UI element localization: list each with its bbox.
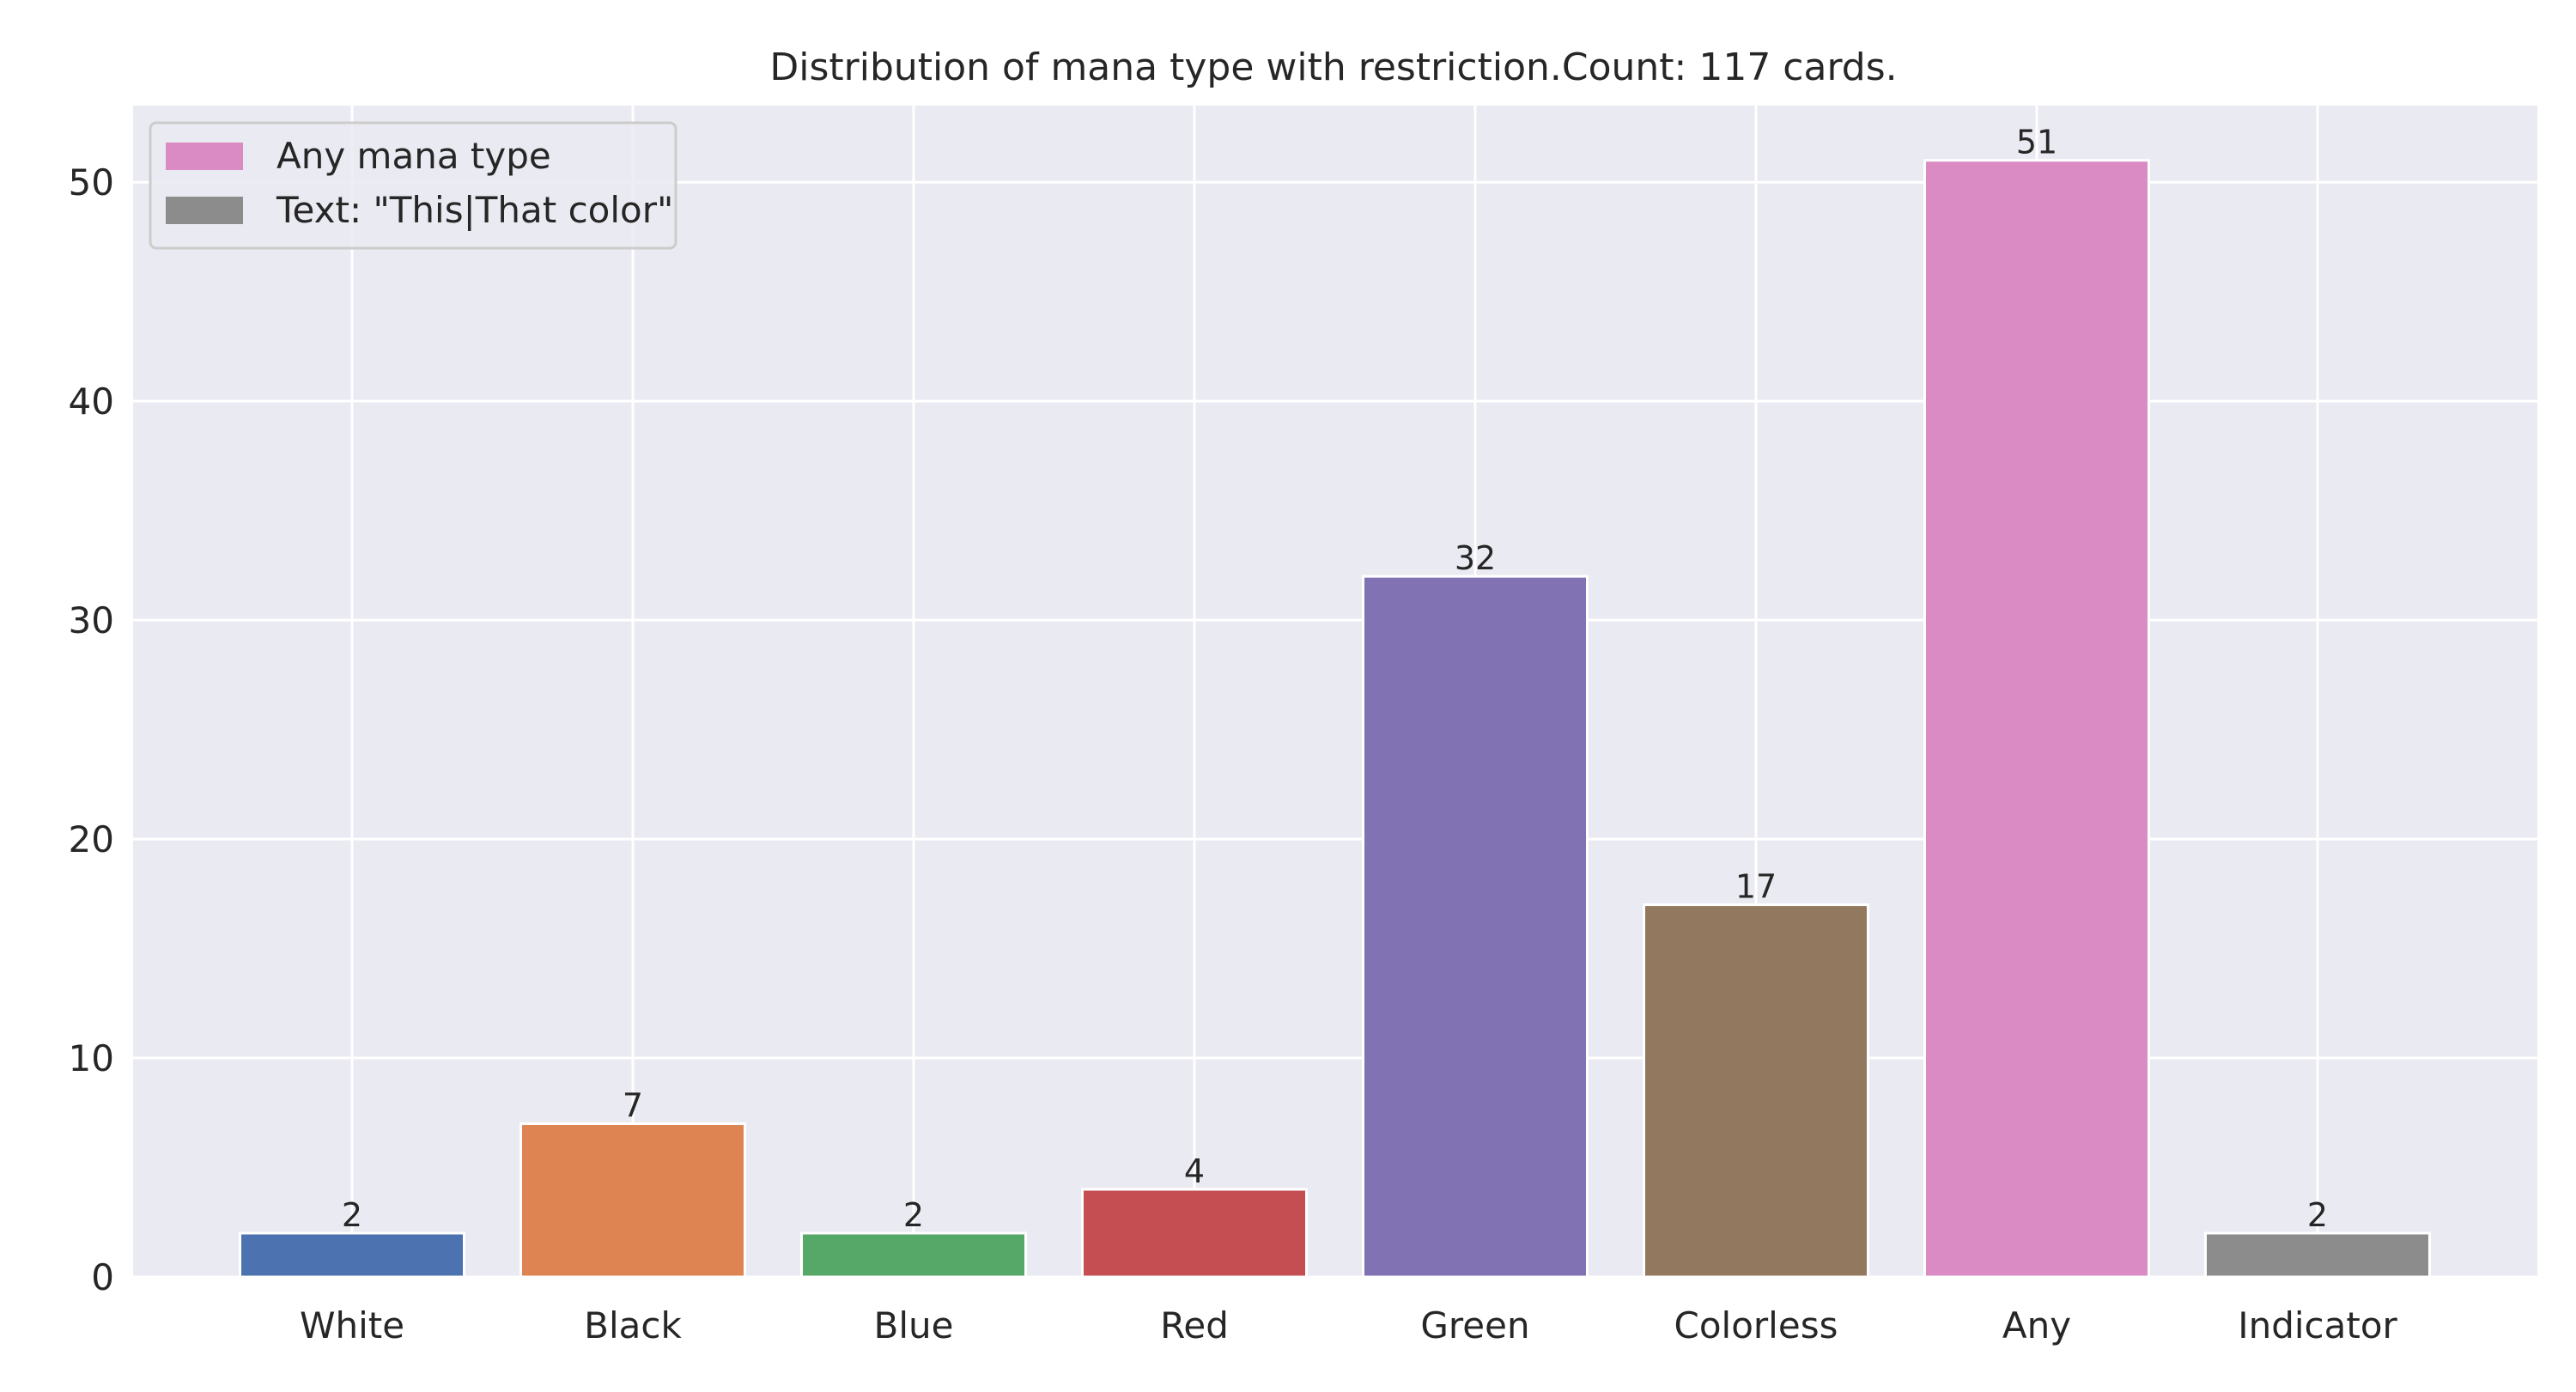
bar-black xyxy=(519,1122,746,1279)
bar-indicator xyxy=(2204,1231,2431,1279)
legend-label: Any mana type xyxy=(276,135,551,177)
bar-value-label: 17 xyxy=(1735,868,1777,906)
legend-swatch xyxy=(166,143,243,170)
bar-value-label: 4 xyxy=(1184,1152,1205,1190)
y-tick-label: 40 xyxy=(69,380,114,422)
bar-value-label: 2 xyxy=(342,1196,362,1234)
y-axis-ticks: 0 10 20 30 40 50 xyxy=(69,161,114,1298)
bar-any xyxy=(1923,159,2150,1279)
legend: Any mana type Text: "This|That color" xyxy=(149,121,677,250)
x-tick-label: Indicator xyxy=(2238,1304,2397,1346)
x-tick-label: Red xyxy=(1160,1304,1229,1346)
plot-area xyxy=(133,106,2537,1277)
bar-green xyxy=(1362,574,1589,1279)
legend-box xyxy=(149,121,677,250)
y-tick-label: 30 xyxy=(69,599,114,641)
chart-title: Distribution of mana type with restricti… xyxy=(769,46,1897,89)
x-tick-label: White xyxy=(300,1304,404,1346)
bar-colorless xyxy=(1643,903,1869,1279)
bar-labels: 2 7 2 4 32 17 51 2 xyxy=(342,124,2328,1234)
bar-value-label: 2 xyxy=(2307,1196,2328,1234)
bar-value-label: 2 xyxy=(903,1196,924,1234)
y-tick-label: 20 xyxy=(69,818,114,860)
bar-value-label: 7 xyxy=(623,1087,643,1125)
bar-value-label: 51 xyxy=(2016,124,2057,161)
x-tick-label: Blue xyxy=(874,1304,954,1346)
bar-value-label: 32 xyxy=(1455,539,1496,577)
y-tick-label: 0 xyxy=(91,1256,114,1298)
y-tick-label: 10 xyxy=(69,1037,114,1079)
x-tick-label: Black xyxy=(584,1304,682,1346)
legend-label: Text: "This|That color" xyxy=(276,189,673,231)
x-axis-ticks: White Black Blue Red Green Colorless Any Indica… xyxy=(300,1304,2398,1346)
x-tick-label: Green xyxy=(1420,1304,1529,1346)
bar-red xyxy=(1081,1188,1308,1279)
x-tick-label: Colorless xyxy=(1674,1304,1838,1346)
bar-white xyxy=(239,1231,465,1279)
y-tick-label: 50 xyxy=(69,161,114,204)
legend-swatch xyxy=(166,197,243,224)
bars xyxy=(239,159,2431,1279)
bar-blue xyxy=(800,1231,1027,1279)
x-tick-label: Any xyxy=(2002,1304,2071,1346)
